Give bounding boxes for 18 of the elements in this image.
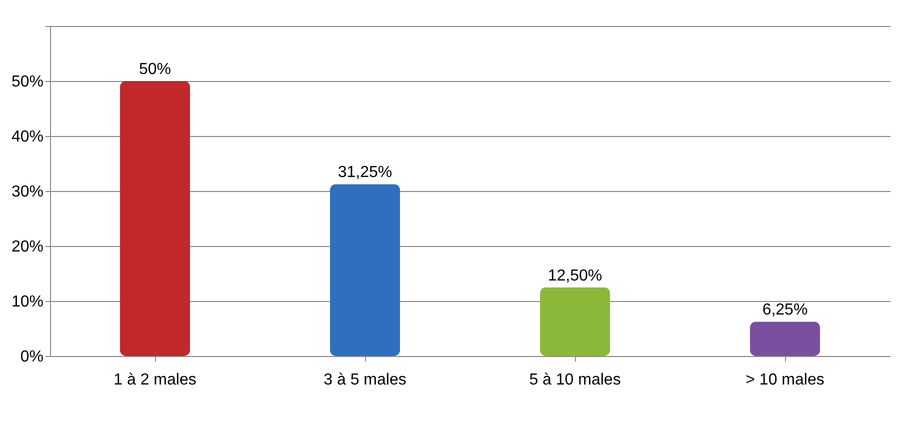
data-label: 31,25% bbox=[338, 164, 392, 182]
bar bbox=[330, 184, 400, 356]
bar bbox=[540, 287, 610, 356]
y-tick-label: 40% bbox=[11, 128, 44, 146]
data-label: 12,50% bbox=[548, 267, 602, 284]
x-tick-label: > 10 males bbox=[746, 372, 824, 388]
y-tick-label: 50% bbox=[11, 74, 44, 90]
x-tick-label: 3 à 5 males bbox=[324, 372, 406, 388]
data-label: 6,25% bbox=[762, 302, 808, 319]
bar bbox=[120, 81, 190, 356]
y-tick-label: 10% bbox=[11, 294, 44, 310]
x-tick-label: 1 à 2 males bbox=[114, 372, 196, 388]
y-tick-label: 0% bbox=[20, 348, 44, 366]
bar bbox=[750, 322, 820, 356]
y-tick-label: 30% bbox=[11, 184, 44, 200]
data-label: 50% bbox=[138, 61, 172, 78]
y-tick-label: 20% bbox=[11, 238, 44, 256]
x-tick-label: 5 à 10 males bbox=[529, 372, 621, 388]
